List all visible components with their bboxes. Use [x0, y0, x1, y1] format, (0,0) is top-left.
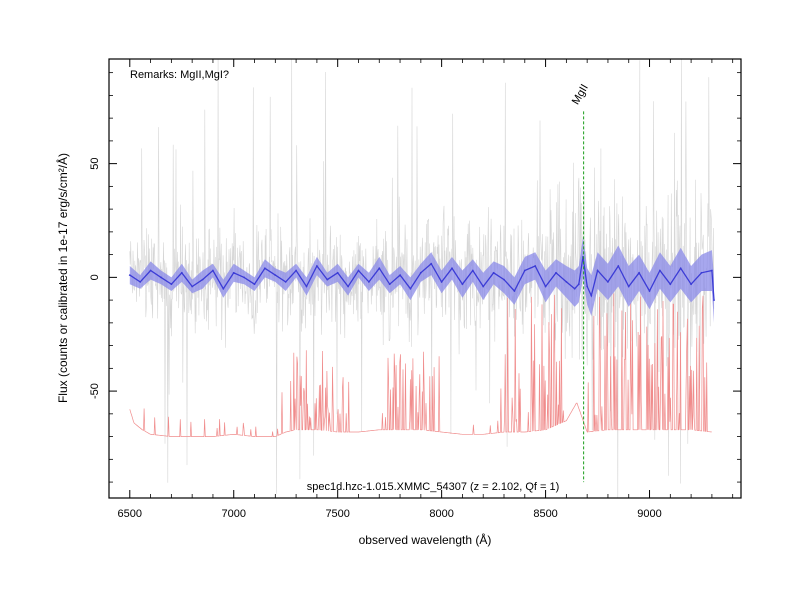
smoothed-point [149, 269, 152, 272]
x-tick-label: 7500 [325, 508, 349, 520]
smoothed-point [659, 269, 661, 272]
smoothed-point [713, 299, 715, 301]
smoothed-point [378, 267, 381, 270]
smoothed-point [607, 281, 609, 283]
x-tick-label: 7000 [221, 508, 245, 520]
smoothed-spectrum [128, 256, 715, 301]
smoothed-point [523, 269, 526, 272]
error-band [129, 236, 715, 323]
smoothed-point [243, 276, 246, 279]
smoothed-point [128, 274, 131, 276]
smoothed-point [586, 285, 589, 288]
smoothed-point [222, 287, 225, 290]
smoothed-point [419, 271, 422, 274]
smoothed-point [347, 285, 349, 288]
plot-frame [108, 58, 742, 499]
smoothed-point [461, 283, 464, 286]
smoothed-point [264, 267, 266, 270]
spectrum-caption: spec1d.hzc-1.015.XMMC_54307 (z = 2.102, … [307, 481, 560, 493]
smoothed-point [513, 290, 516, 292]
smoothed-point [573, 287, 576, 290]
smoothed-point [336, 271, 339, 274]
x-tick-label: 6500 [118, 508, 142, 520]
smoothed-point [201, 278, 204, 281]
smoothed-point [232, 271, 235, 274]
smoothed-point [555, 271, 557, 274]
smoothed-point [690, 283, 692, 286]
smoothed-point [471, 269, 474, 272]
smoothed-point [669, 283, 672, 286]
smoothed-point [399, 274, 401, 276]
smoothed-point [711, 269, 713, 272]
smoothed-point [253, 283, 256, 286]
smoothed-point [544, 285, 547, 288]
smoothed-point [316, 265, 318, 267]
smoothed-point [534, 265, 537, 267]
smoothed-point [590, 294, 593, 297]
smoothed-point [440, 281, 443, 283]
smoothed-point [139, 281, 142, 283]
smoothed-point [503, 278, 505, 281]
smoothed-point [295, 269, 297, 272]
sky-spectrum [129, 293, 712, 437]
x-tick-label: 9000 [637, 508, 661, 520]
smoothed-point [212, 269, 214, 272]
smoothed-point [170, 283, 173, 286]
y-tick-label: 0 [89, 274, 101, 280]
smoothed-point [565, 281, 568, 283]
x-tick-label: 8500 [533, 508, 557, 520]
smoothed-point [357, 269, 360, 272]
smoothed-point [451, 267, 453, 270]
smoothed-point [326, 278, 329, 281]
smoothed-point [700, 271, 703, 274]
smoothed-point [388, 283, 391, 286]
smoothed-point [180, 271, 183, 274]
sky-spectrum-line [129, 293, 712, 437]
smoothed-point [648, 290, 651, 292]
plot-area [128, 59, 715, 498]
smoothed-point [368, 281, 370, 283]
smoothed-point [679, 267, 682, 270]
smoothed-point [305, 285, 308, 288]
y-axis-title: Flux (counts or calibrated in 1e-17 erg/… [55, 153, 70, 403]
smoothed-point [409, 287, 412, 290]
y-tick-label: -50 [89, 383, 101, 399]
smoothed-point [492, 271, 495, 274]
smoothed-point [482, 285, 485, 288]
remarks-text: Remarks: MgII,MgI? [130, 69, 229, 81]
x-tick-label: 8000 [429, 508, 453, 520]
axis-ticks: 6500 7000 7500 8000 8500 9000 -50 0 50 [89, 59, 741, 520]
smoothed-point [274, 274, 277, 276]
x-axis-title: observed wavelength (Å) [359, 532, 492, 547]
smoothed-point [596, 269, 599, 272]
smoothed-point [638, 271, 640, 274]
smoothed-point [577, 283, 580, 286]
error-band-area [129, 236, 715, 323]
smoothed-point [284, 281, 287, 283]
y-tick-label: 50 [89, 158, 101, 170]
smoothed-point [627, 285, 630, 288]
smoothed-point [160, 276, 162, 279]
smoothed-point [430, 262, 433, 265]
smoothed-point [191, 285, 194, 288]
smoothed-point [617, 265, 620, 267]
